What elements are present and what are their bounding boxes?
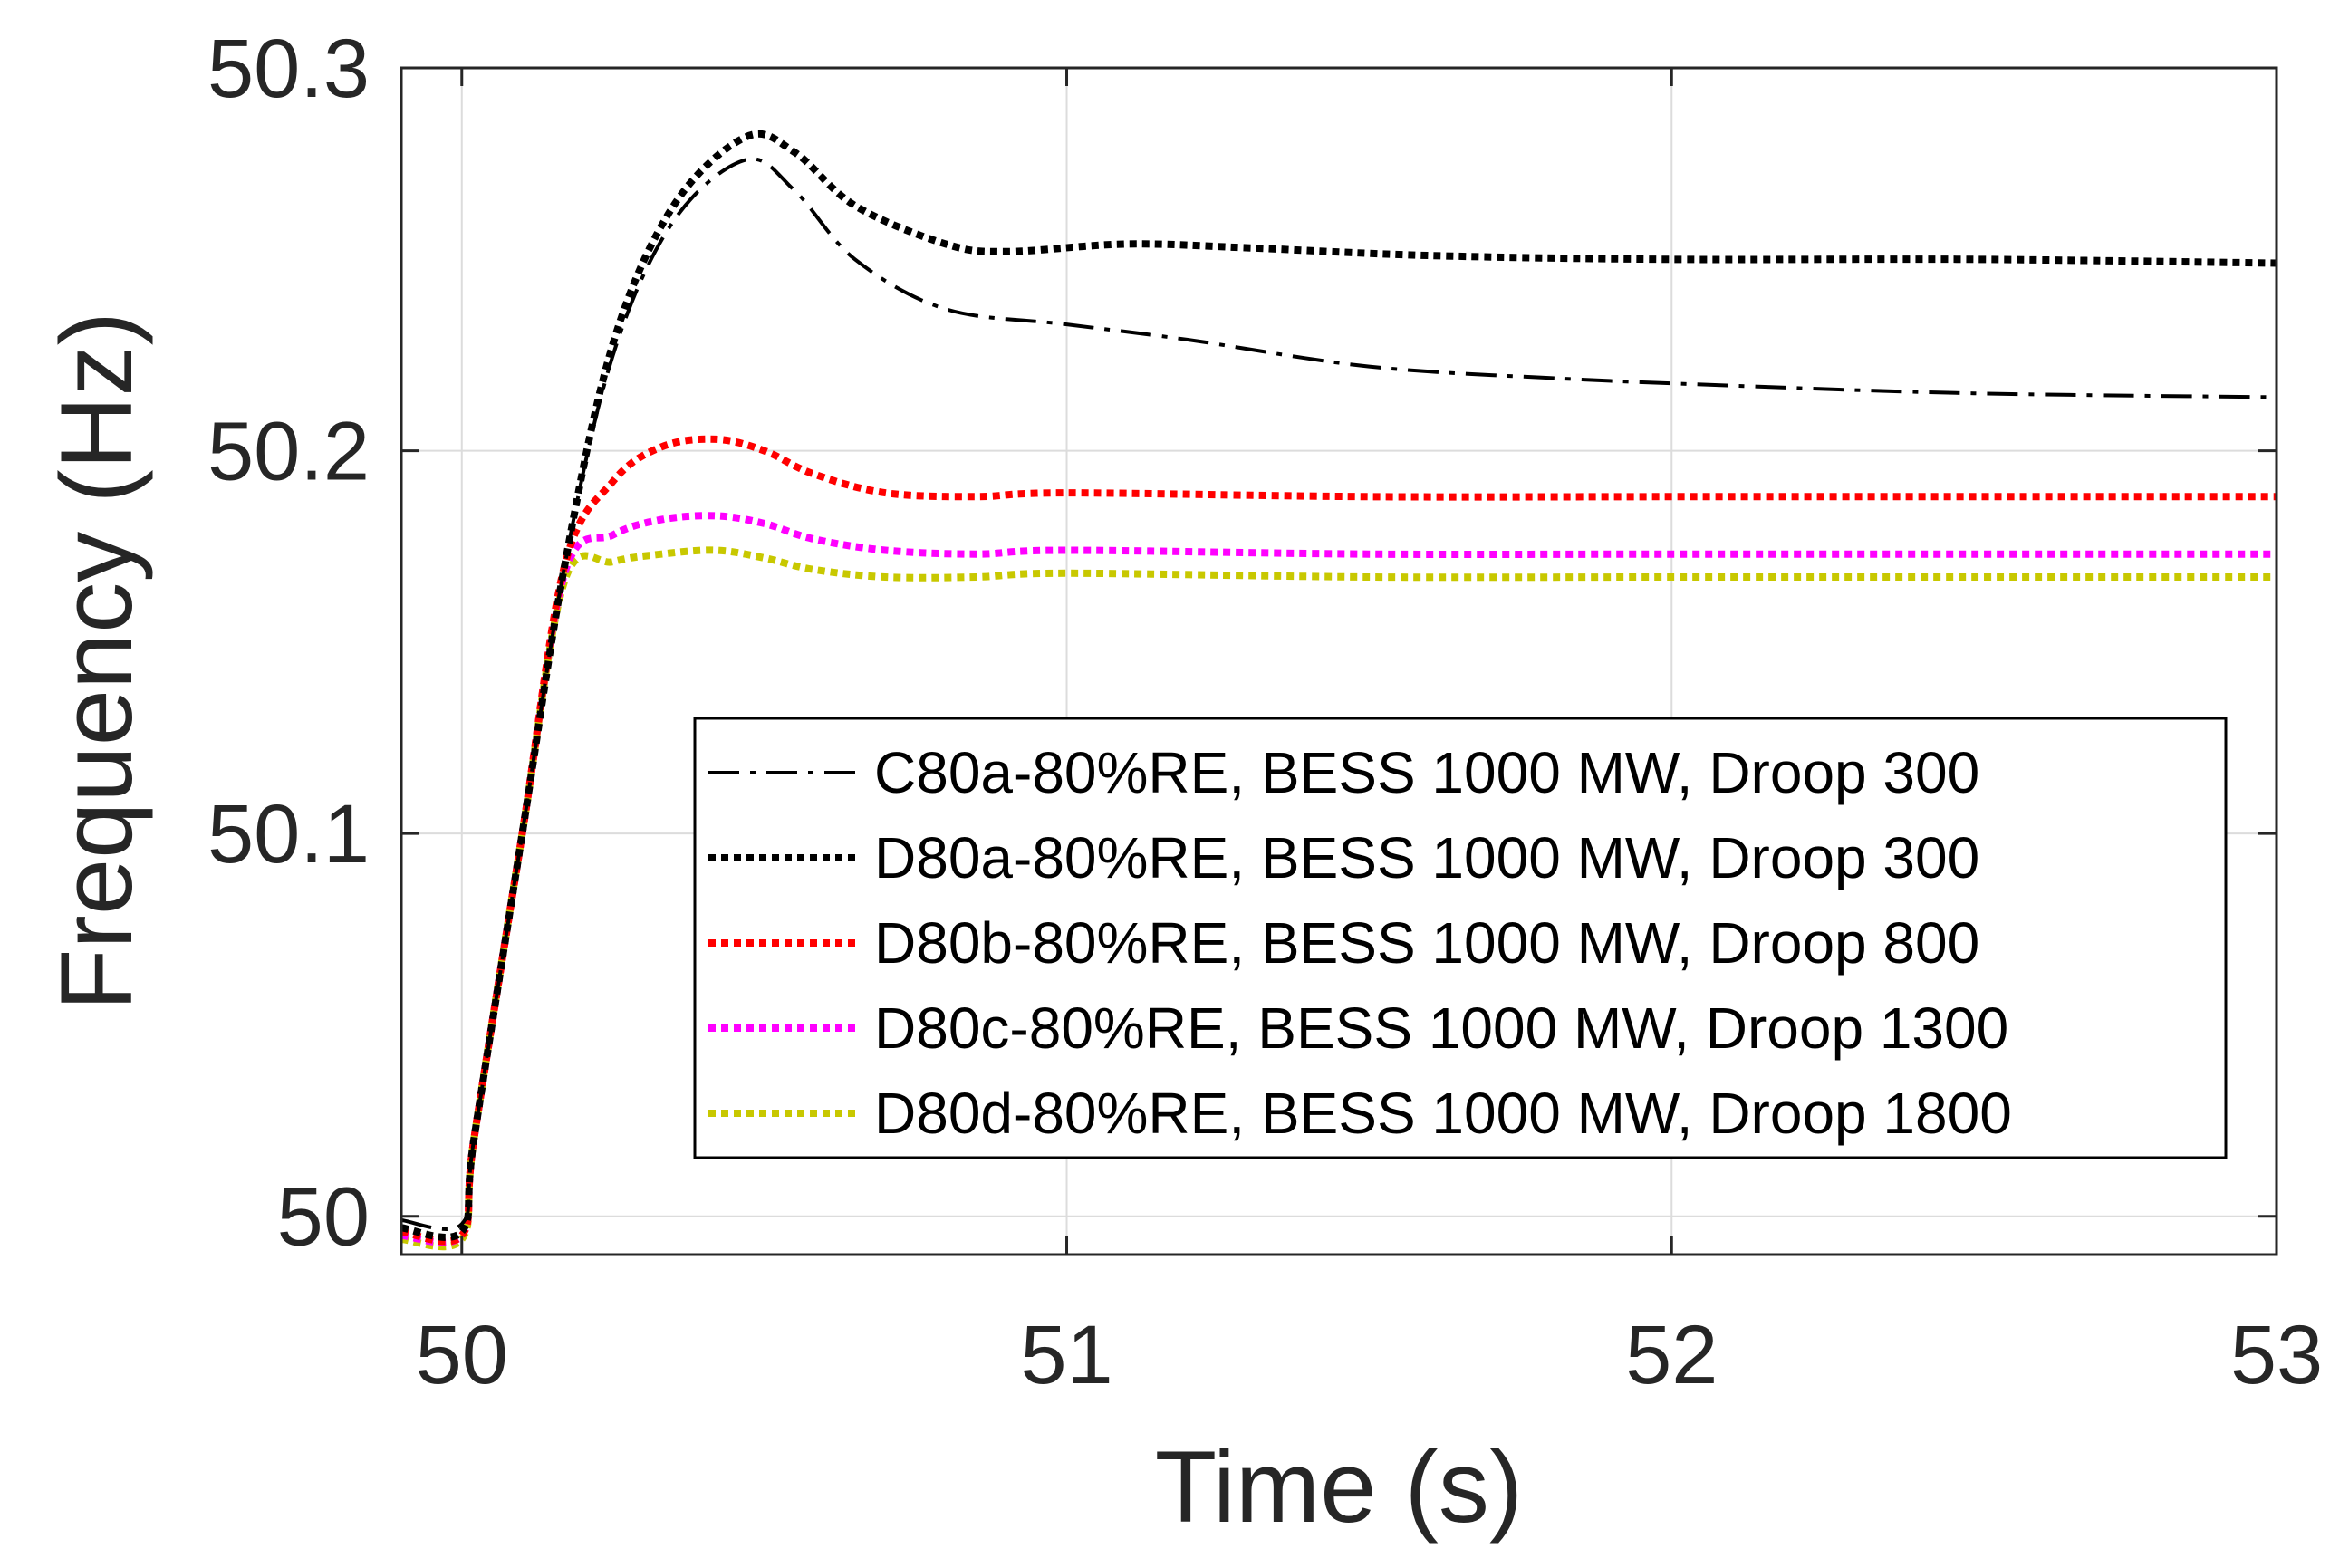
legend-label-3: D80b-80%RE, BESS 1000 MW, Droop 800 [874,910,1979,976]
series-line-5 [401,546,2277,1251]
x-axis-label: Time (s) [1155,1430,1523,1544]
ticks: 50 51 52 53 50 50.1 50.2 50.3 [207,23,2323,1401]
series-layer [401,130,2277,1251]
y-axis-label: Frequency (Hz) [40,312,153,1011]
legend-box [693,717,2228,1159]
series-line-4 [401,512,2277,1246]
y-tick-label-50.1: 50.1 [207,788,370,880]
legend-label-4: D80c-80%RE, BESS 1000 MW, Droop 1300 [874,996,2008,1061]
legend-label-2: D80a-80%RE, BESS 1000 MW, Droop 300 [874,825,1979,890]
axes-frame [400,66,2278,1256]
legend-label-5: D80d-80%RE, BESS 1000 MW, Droop 1800 [874,1081,2012,1146]
axes [400,66,2278,1256]
y-tick-label-50.2: 50.2 [207,406,370,498]
y-tick-label-50.3: 50.3 [207,23,370,115]
series-line-3 [401,435,2277,1246]
legend-label-1: C80a-80%RE, BESS 1000 MW, Droop 300 [874,740,1979,805]
legend: C80a-80%RE, BESS 1000 MW, Droop 300 D80a-… [693,717,2228,1159]
series-line-2 [401,130,2277,1241]
x-tick-label-50: 50 [416,1309,508,1401]
x-tick-label-52: 52 [1625,1309,1718,1401]
x-tick-label-51: 51 [1020,1309,1112,1401]
x-tick-label-53: 53 [2230,1309,2323,1401]
y-tick-label-50: 50 [277,1171,370,1264]
series-line-1 [401,157,2277,1231]
